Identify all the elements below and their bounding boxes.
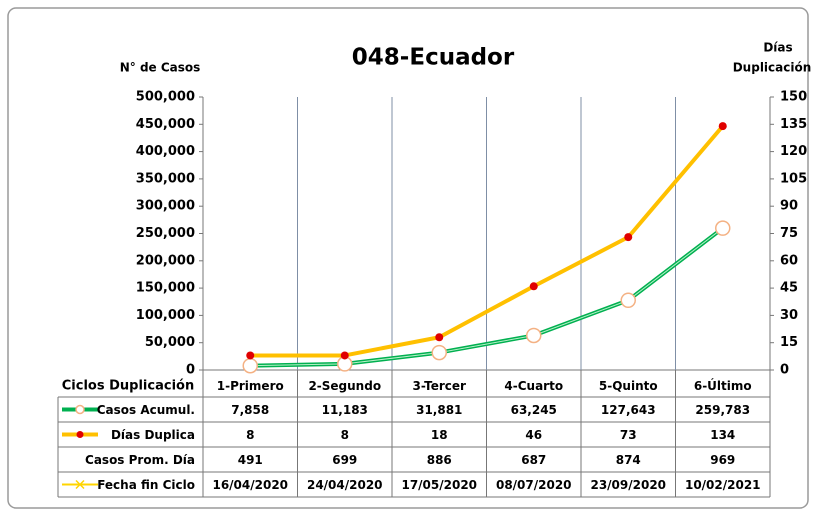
y2-tick-label: 90 xyxy=(780,199,798,214)
table-cell: 969 xyxy=(710,453,735,467)
y-tick-label: 400,000 xyxy=(136,144,195,159)
chart-border xyxy=(7,7,809,509)
y-tick-label: 300,000 xyxy=(136,199,195,214)
y2-axis-label: Duplicación xyxy=(733,61,812,75)
legend-label: Casos Prom. Día xyxy=(85,453,195,467)
table-cell: 16/04/2020 xyxy=(212,478,288,492)
y2-tick-label: 60 xyxy=(780,253,798,268)
table-cell: 8 xyxy=(246,428,254,442)
legend-label: Casos Acumul. xyxy=(97,403,195,417)
table-cell: 73 xyxy=(620,428,637,442)
table-cell: 874 xyxy=(616,453,641,467)
table-cell: 10/02/2021 xyxy=(685,478,761,492)
marker xyxy=(246,351,255,360)
marker xyxy=(718,122,727,131)
marker xyxy=(75,404,85,415)
table-cell: 08/07/2020 xyxy=(496,478,572,492)
x-tick-label: 3-Tercer xyxy=(413,379,466,393)
y-tick-label: 150,000 xyxy=(136,281,195,296)
table-cell: 8 xyxy=(341,428,349,442)
marker xyxy=(76,431,84,438)
table-cell: 11,183 xyxy=(322,403,368,417)
y-axis-label: N° de Casos xyxy=(120,61,201,75)
y-tick-label: 0 xyxy=(186,363,195,378)
marker xyxy=(431,344,447,361)
table-cell: 17/05/2020 xyxy=(401,478,477,492)
table-cell: 24/04/2020 xyxy=(307,478,383,492)
marker xyxy=(526,327,542,344)
series-line xyxy=(250,124,725,358)
y-tick-label: 100,000 xyxy=(136,308,195,323)
y2-tick-label: 15 xyxy=(780,335,798,350)
x-tick-label: 5-Quinto xyxy=(599,379,658,393)
x-tick-label: 6-Último xyxy=(694,378,752,393)
y2-axis-label: Días xyxy=(763,41,792,55)
y2-tick-label: 45 xyxy=(780,281,798,296)
marker xyxy=(435,333,444,342)
y2-tick-label: 120 xyxy=(780,144,807,159)
table-cell: 886 xyxy=(427,453,452,467)
table-cell: 491 xyxy=(238,453,263,467)
series-line-inner xyxy=(250,227,724,367)
marker xyxy=(624,233,633,242)
marker xyxy=(620,292,636,309)
table-cell: 259,783 xyxy=(695,403,750,417)
table-cell: 63,245 xyxy=(511,403,557,417)
marker xyxy=(75,479,85,490)
table-cell: 127,643 xyxy=(601,403,656,417)
y-tick-label: 500,000 xyxy=(136,90,195,105)
marker xyxy=(340,351,349,360)
x-tick-label: 1-Primero xyxy=(217,379,284,393)
y2-tick-label: 0 xyxy=(780,363,789,378)
marker xyxy=(715,220,731,236)
table-cell: 699 xyxy=(332,453,357,467)
table-cell: 687 xyxy=(521,453,546,467)
y2-tick-label: 30 xyxy=(780,308,798,323)
marker xyxy=(242,357,258,374)
chart-title: 048-Ecuador xyxy=(352,45,515,71)
legend-label: Días Duplica xyxy=(111,428,195,442)
table-header: Ciclos Duplicación xyxy=(62,379,194,394)
table-cell: 31,881 xyxy=(416,403,462,417)
y-tick-label: 50,000 xyxy=(145,335,195,350)
table-cell: 18 xyxy=(431,428,448,442)
y2-tick-label: 150 xyxy=(780,90,807,105)
y-tick-label: 450,000 xyxy=(136,117,195,132)
x-tick-label: 2-Segundo xyxy=(308,379,381,393)
table-cell: 7,858 xyxy=(231,403,269,417)
y-tick-label: 200,000 xyxy=(136,253,195,268)
table-cell: 23/09/2020 xyxy=(590,478,666,492)
y-tick-label: 350,000 xyxy=(136,171,195,186)
x-tick-label: 4-Cuarto xyxy=(504,379,563,393)
table-cell: 46 xyxy=(525,428,542,442)
y-tick-label: 250,000 xyxy=(136,226,195,241)
y2-tick-label: 75 xyxy=(780,226,798,241)
legend-label: Fecha fin Ciclo xyxy=(97,478,195,492)
y2-tick-label: 135 xyxy=(780,117,807,132)
y2-tick-label: 105 xyxy=(780,171,807,186)
table-cell: 134 xyxy=(710,428,735,442)
marker xyxy=(529,282,538,291)
